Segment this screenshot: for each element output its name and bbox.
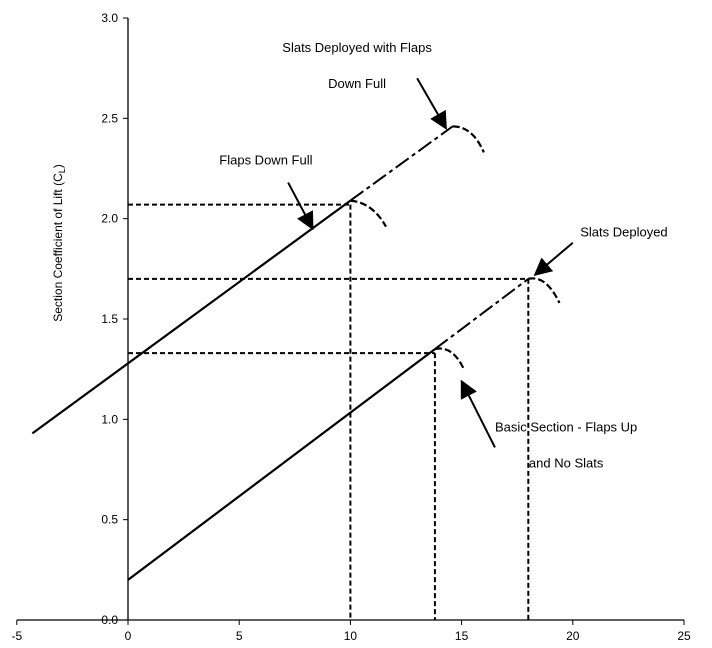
y-tick-label: 3.0	[101, 11, 118, 25]
axes: -5 0 5 10 15 20 25 0.0 0.5 1.0 1.5 2.0 2.5 3.0	[11, 11, 691, 643]
ann-flaps: Flaps Down Full	[219, 152, 314, 231]
stall-curve-slats_flaps	[452, 125, 485, 153]
x-tick-label: -5	[11, 629, 22, 643]
ann-slats-flaps: Slats Deployed with Flaps Down Full	[282, 40, 447, 130]
y-axis-title-main: Section Coefficient of Lift (C	[51, 173, 65, 322]
stall-curve-basic	[434, 347, 465, 370]
ann-slats-flaps-text: Down Full	[328, 76, 386, 91]
stall-curve-slats	[528, 277, 561, 304]
ann-basic: Basic Section - Flaps Up and No Slats	[460, 379, 637, 470]
y-tick-label: 0.0	[101, 613, 118, 627]
ann-slats-flaps-text: Slats Deployed with Flaps	[282, 40, 432, 55]
y-tick-label: 0.5	[101, 513, 118, 527]
series-line-basic	[127, 348, 436, 581]
stall-curve-flaps	[350, 199, 387, 228]
x-tick-label: 20	[566, 629, 580, 643]
series-line-flaps	[31, 199, 352, 435]
x-tick-label: 10	[344, 629, 358, 643]
y-tick-label: 2.0	[101, 212, 118, 226]
x-tick-label: 25	[677, 629, 691, 643]
x-tick-label: 15	[455, 629, 469, 643]
ann-flaps-text: Flaps Down Full	[219, 152, 312, 167]
y-axis-title-end: )	[51, 164, 65, 168]
ann-slats-flaps-arrow	[416, 77, 447, 130]
ann-basic-text: and No Slats	[529, 455, 604, 470]
series-lines	[31, 125, 561, 581]
ann-basic-arrow	[460, 379, 496, 448]
ann-flaps-arrow	[287, 182, 314, 231]
reference-lines	[128, 203, 530, 620]
y-tick-label: 1.0	[101, 412, 118, 426]
series-extension-slats	[434, 278, 529, 350]
y-axis-title-subscript: L	[57, 168, 67, 173]
x-tick-label: 0	[125, 629, 132, 643]
ann-slats: Slats Deployed	[533, 225, 668, 277]
ann-slats-text: Slats Deployed	[580, 225, 667, 240]
ann-slats-arrow	[533, 241, 574, 277]
series-extension-slats_flaps	[349, 125, 454, 202]
y-tick-label: 2.5	[101, 111, 118, 125]
annotations: Slats Deployed with Flaps Down Full Flaps …	[219, 40, 667, 470]
y-tick-label: 1.5	[101, 312, 118, 326]
x-tick-label: 5	[236, 629, 243, 643]
ann-basic-text: Basic Section - Flaps Up	[495, 419, 637, 434]
y-axis-title: Section Coefficient of Lift (CL)	[51, 164, 67, 322]
